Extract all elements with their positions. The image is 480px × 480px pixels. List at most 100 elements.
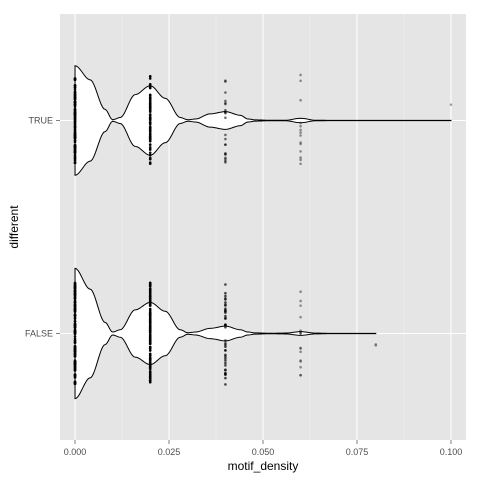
data-point bbox=[73, 144, 77, 147]
data-point bbox=[73, 291, 77, 295]
data-point bbox=[148, 304, 152, 307]
data-point bbox=[299, 134, 302, 137]
data-point bbox=[148, 113, 152, 116]
data-point bbox=[148, 161, 152, 165]
data-point bbox=[224, 112, 227, 115]
data-point bbox=[148, 94, 152, 98]
data-point bbox=[148, 102, 152, 106]
data-point bbox=[299, 347, 302, 350]
data-point bbox=[299, 365, 302, 369]
data-point bbox=[224, 161, 227, 164]
data-point bbox=[148, 121, 152, 125]
data-point bbox=[299, 315, 302, 319]
data-point bbox=[299, 121, 302, 125]
data-point bbox=[224, 345, 227, 349]
data-point bbox=[224, 143, 227, 146]
data-point bbox=[299, 131, 302, 134]
data-point bbox=[73, 320, 77, 323]
data-point bbox=[73, 111, 77, 115]
data-point bbox=[224, 314, 227, 318]
data-point bbox=[299, 360, 302, 363]
x-tick-label: 0.100 bbox=[440, 447, 463, 457]
data-point bbox=[224, 372, 227, 376]
data-point bbox=[73, 367, 77, 371]
violin-layer bbox=[74, 65, 452, 400]
data-point bbox=[73, 96, 77, 100]
data-point bbox=[73, 282, 77, 286]
data-point bbox=[148, 317, 152, 321]
data-point bbox=[73, 288, 77, 292]
data-point bbox=[224, 376, 227, 380]
data-point bbox=[148, 147, 152, 151]
data-point bbox=[148, 292, 152, 295]
data-point bbox=[224, 116, 227, 119]
data-point bbox=[73, 350, 77, 354]
y-tick-label-true: TRUE bbox=[29, 116, 54, 126]
data-point bbox=[148, 139, 152, 143]
data-point bbox=[73, 161, 77, 165]
data-point bbox=[224, 364, 227, 367]
data-point bbox=[224, 301, 227, 304]
data-point bbox=[299, 124, 302, 128]
data-point bbox=[224, 339, 227, 342]
data-point bbox=[73, 313, 77, 316]
data-point bbox=[148, 127, 152, 130]
data-point bbox=[73, 285, 77, 289]
data-point bbox=[148, 326, 152, 329]
data-point bbox=[73, 381, 77, 385]
data-point bbox=[148, 118, 152, 122]
data-point bbox=[299, 350, 302, 354]
data-point bbox=[299, 359, 302, 362]
violin-true bbox=[74, 65, 452, 176]
data-point bbox=[73, 77, 77, 80]
points-layer bbox=[73, 73, 453, 386]
data-point bbox=[73, 100, 77, 104]
data-point bbox=[299, 346, 302, 350]
data-point bbox=[73, 131, 77, 135]
data-point bbox=[148, 299, 152, 303]
data-point bbox=[73, 156, 77, 159]
data-point bbox=[148, 296, 152, 299]
data-point bbox=[148, 363, 152, 366]
data-point bbox=[374, 343, 378, 346]
data-point bbox=[148, 352, 152, 356]
data-point bbox=[148, 283, 152, 287]
data-point bbox=[148, 377, 152, 380]
data-point bbox=[224, 152, 227, 156]
data-point bbox=[73, 113, 77, 116]
data-point bbox=[148, 374, 152, 377]
data-point bbox=[73, 299, 77, 303]
x-axis: 0.000 0.025 0.050 0.075 0.100 bbox=[64, 440, 462, 457]
data-point bbox=[224, 102, 227, 106]
data-point bbox=[73, 317, 77, 321]
data-point bbox=[73, 308, 77, 312]
data-point bbox=[148, 133, 152, 136]
data-point bbox=[299, 142, 302, 146]
data-point bbox=[224, 317, 227, 320]
data-point bbox=[148, 302, 152, 305]
data-point bbox=[148, 313, 152, 316]
data-point bbox=[148, 153, 152, 157]
data-point bbox=[148, 323, 152, 327]
data-point bbox=[73, 355, 77, 358]
data-point bbox=[224, 368, 227, 371]
data-point bbox=[299, 156, 302, 159]
x-tick-label: 0.075 bbox=[346, 447, 369, 457]
data-point bbox=[224, 79, 227, 82]
data-point bbox=[299, 73, 302, 77]
data-point bbox=[148, 331, 152, 335]
data-point bbox=[73, 364, 77, 368]
data-point bbox=[73, 330, 77, 333]
data-point bbox=[224, 294, 227, 298]
data-point bbox=[73, 120, 77, 124]
data-point bbox=[73, 90, 77, 93]
data-point bbox=[299, 158, 302, 162]
data-point bbox=[73, 87, 77, 91]
data-point bbox=[224, 99, 227, 103]
data-point bbox=[299, 79, 302, 83]
data-point bbox=[299, 128, 302, 132]
data-point bbox=[73, 138, 77, 142]
data-point bbox=[299, 299, 302, 303]
data-point bbox=[73, 352, 77, 355]
data-point bbox=[148, 115, 152, 119]
